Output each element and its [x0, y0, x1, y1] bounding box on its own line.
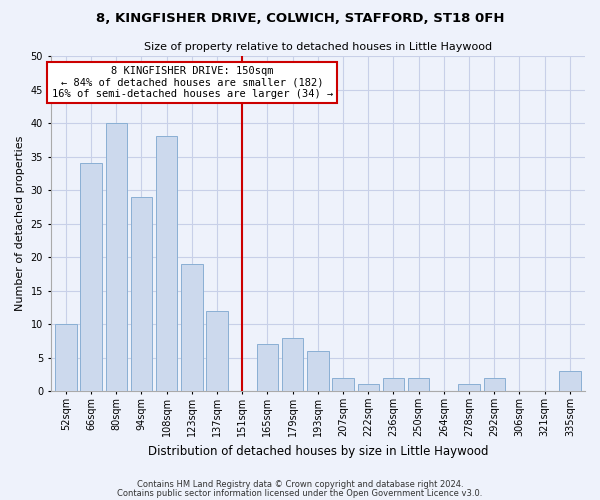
Y-axis label: Number of detached properties: Number of detached properties — [15, 136, 25, 312]
Bar — [80, 164, 102, 391]
Bar — [408, 378, 430, 391]
Bar — [156, 136, 178, 391]
Bar — [282, 338, 304, 391]
Bar — [383, 378, 404, 391]
Bar — [55, 324, 77, 391]
Bar — [206, 310, 228, 391]
Text: 8, KINGFISHER DRIVE, COLWICH, STAFFORD, ST18 0FH: 8, KINGFISHER DRIVE, COLWICH, STAFFORD, … — [96, 12, 504, 26]
Bar — [458, 384, 480, 391]
Text: Contains public sector information licensed under the Open Government Licence v3: Contains public sector information licen… — [118, 488, 482, 498]
Text: 8 KINGFISHER DRIVE: 150sqm
← 84% of detached houses are smaller (182)
16% of sem: 8 KINGFISHER DRIVE: 150sqm ← 84% of deta… — [52, 66, 333, 100]
Bar — [131, 197, 152, 391]
Bar — [358, 384, 379, 391]
Bar — [484, 378, 505, 391]
Bar — [559, 371, 581, 391]
Bar — [307, 351, 329, 391]
Bar — [332, 378, 354, 391]
Bar — [181, 264, 203, 391]
X-axis label: Distribution of detached houses by size in Little Haywood: Distribution of detached houses by size … — [148, 444, 488, 458]
Title: Size of property relative to detached houses in Little Haywood: Size of property relative to detached ho… — [144, 42, 492, 52]
Text: Contains HM Land Registry data © Crown copyright and database right 2024.: Contains HM Land Registry data © Crown c… — [137, 480, 463, 489]
Bar — [257, 344, 278, 391]
Bar — [106, 123, 127, 391]
